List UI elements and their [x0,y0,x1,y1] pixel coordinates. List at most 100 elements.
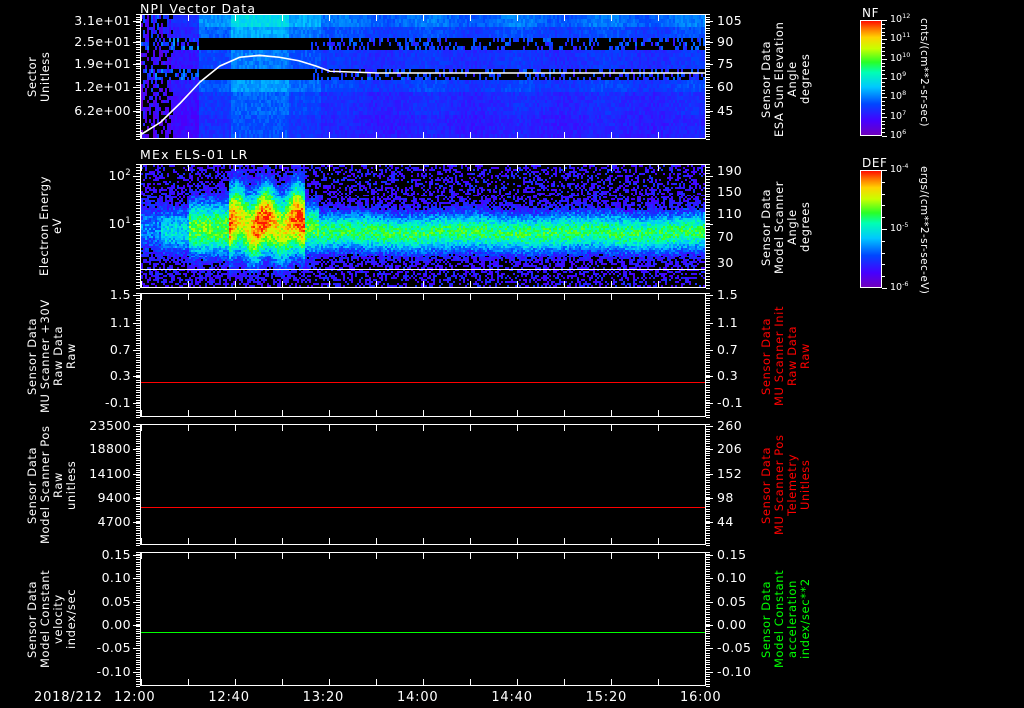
axis-minor-tick [136,44,140,45]
panel-3-plot-area[interactable] [140,293,706,417]
colorbar-minor-tick [882,32,885,33]
axis-minor-tick [706,74,710,75]
axis-minor-tick [136,545,140,546]
x-axis-tick [376,165,377,171]
x-axis-tick [329,538,330,544]
axis-minor-tick [706,164,710,165]
axis-minor-tick [136,602,140,603]
axis-minor-tick [706,410,710,411]
x-axis-tick [329,281,330,287]
axis-minor-tick [706,176,710,177]
axis-minor-tick [706,377,710,378]
axis-minor-tick [136,96,140,97]
axis-minor-tick [706,71,710,72]
axis-minor-tick [706,441,710,442]
axis-minor-tick [136,276,140,277]
axis-minor-tick [136,223,140,224]
colorbar-tick-label: 109 [890,69,907,83]
x-axis-tick [188,15,189,21]
axis-minor-tick [706,636,710,637]
axis-minor-tick [136,125,140,126]
axis-minor-tick [136,676,140,677]
axis-minor-tick [136,188,140,189]
axis-minor-tick [706,607,710,608]
axis-minor-tick [706,57,710,58]
axis-minor-tick [706,645,710,646]
axis-tick-label: 0.7 [109,342,131,358]
x-axis-tick [235,165,236,171]
axis-minor-tick [706,308,710,309]
x-axis-tick [470,410,471,416]
axis-minor-tick [136,57,140,58]
axis-minor-tick [706,614,710,615]
axis-minor-tick [136,375,140,376]
axis-minor-tick [706,684,710,685]
axis-minor-tick [706,276,710,277]
x-axis-tick [376,538,377,544]
panel-4-plot-area[interactable] [140,424,706,545]
axis-minor-tick [136,182,140,183]
def-colorbar[interactable] [860,170,882,288]
x-axis-tick [517,15,518,21]
nf-colorbar-unit: cnts/(cm**2-sr-sec) [918,18,930,127]
axis-tick [133,403,140,404]
axis-minor-tick [136,669,140,670]
axis-minor-tick [136,305,140,306]
axis-minor-tick [706,657,710,658]
axis-minor-tick [136,588,140,589]
axis-minor-tick [136,402,140,403]
axis-minor-tick [706,117,710,118]
axis-minor-tick [706,487,710,488]
axis-minor-tick [136,390,140,391]
axis-minor-tick [136,638,140,639]
axis-minor-tick [706,504,710,505]
x-axis-time-label: 12:40 [208,690,250,705]
colorbar-minor-tick [882,35,885,36]
axis-tick [133,474,140,475]
axis-minor-tick [706,273,710,274]
panel-2-plot-area[interactable] [140,164,706,288]
axis-minor-tick [706,664,710,665]
x-axis-time-label: 15:20 [585,690,628,705]
axis-minor-tick [706,261,710,262]
axis-minor-tick [706,475,710,476]
x-axis-tick [470,425,471,431]
axis-minor-tick [706,662,710,663]
x-axis-tick [517,538,518,544]
axis-minor-tick [136,562,140,563]
axis-tick [706,42,713,43]
panel-1-plot-area[interactable] [140,14,706,139]
axis-minor-tick [706,535,710,536]
x-axis-tick [517,553,518,559]
axis-minor-tick [136,607,140,608]
axis-tick-label: 70 [717,228,734,244]
axis-minor-tick [706,455,710,456]
axis-minor-tick [706,562,710,563]
x-axis-tick [235,679,236,685]
nf-colorbar[interactable] [860,20,882,136]
axis-minor-tick [706,511,710,512]
x-axis-tick [470,132,471,138]
axis-minor-tick [706,638,710,639]
colorbar-minor-tick [882,20,885,21]
colorbar-minor-tick [882,276,885,277]
axis-minor-tick [706,333,710,334]
axis-minor-tick [136,405,140,406]
panel-5-plot-area[interactable] [140,552,706,686]
axis-minor-tick [136,530,140,531]
axis-minor-tick [136,85,140,86]
axis-minor-tick [136,325,140,326]
axis-minor-tick [136,657,140,658]
axis-tick-label: 152 [717,465,743,481]
axis-minor-tick [136,14,140,15]
axis-tick [706,474,713,475]
axis-minor-tick [706,285,710,286]
axis-minor-tick [706,400,710,401]
axis-minor-tick [706,109,710,110]
axis-minor-tick [136,631,140,632]
label-line: Unitless [38,51,52,103]
axis-minor-tick [706,624,710,625]
axis-minor-tick [136,523,140,524]
axis-minor-tick [706,90,710,91]
axis-minor-tick [706,538,710,539]
